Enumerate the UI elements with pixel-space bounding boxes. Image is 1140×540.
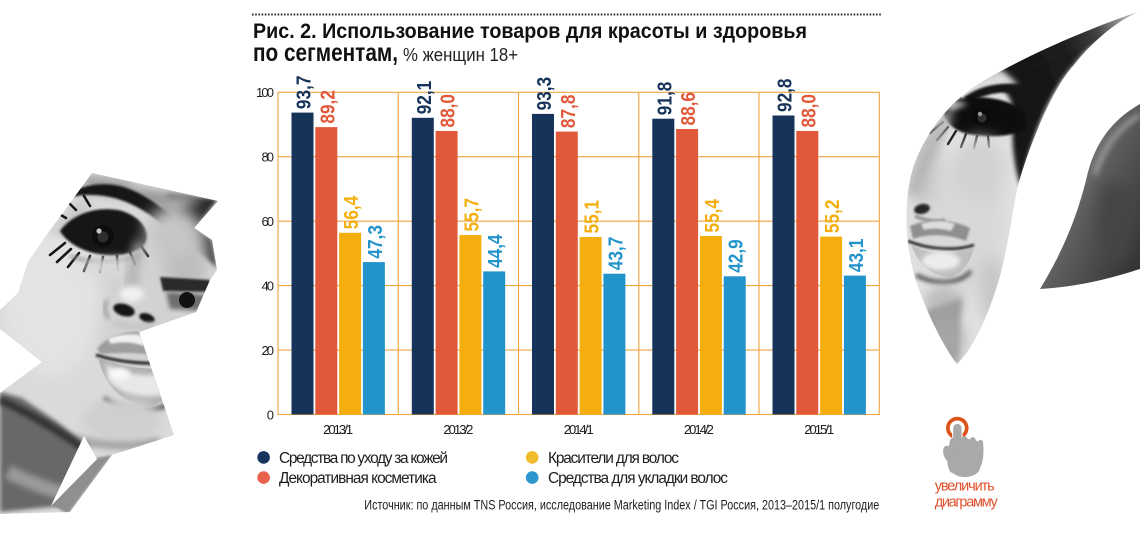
svg-text:88,0: 88,0 (437, 94, 460, 128)
svg-text:20: 20 (262, 343, 275, 358)
svg-text:2015/1: 2015/1 (804, 422, 834, 437)
svg-text:Средства для укладки волос: Средства для укладки волос (548, 470, 728, 487)
svg-text:55,1: 55,1 (581, 200, 604, 234)
svg-text:% женщин 18+: % женщин 18+ (403, 45, 518, 65)
svg-text:89,2: 89,2 (316, 90, 339, 124)
svg-text:88,0: 88,0 (797, 94, 820, 128)
svg-text:Рис. 2. Использование товаров: Рис. 2. Использование товаров для красот… (253, 20, 807, 43)
svg-text:Красители для волос: Красители для волос (548, 450, 679, 467)
svg-text:93,7: 93,7 (293, 76, 316, 110)
svg-text:60: 60 (262, 214, 275, 229)
svg-text:2014/2: 2014/2 (684, 422, 714, 437)
svg-text:Декоративная косметика: Декоративная косметика (279, 470, 437, 487)
svg-text:88,6: 88,6 (677, 92, 700, 126)
svg-text:55,7: 55,7 (460, 198, 483, 232)
svg-text:92,1: 92,1 (413, 81, 436, 115)
svg-text:55,4: 55,4 (701, 199, 724, 233)
svg-text:43,7: 43,7 (604, 237, 627, 271)
svg-text:40: 40 (262, 278, 275, 293)
svg-text:диаграмму: диаграмму (935, 495, 999, 511)
svg-text:Источник: по данным TNS Россия: Источник: по данным TNS Россия, исследов… (364, 498, 879, 514)
svg-text:93,3: 93,3 (533, 77, 556, 111)
svg-text:92,8: 92,8 (774, 79, 797, 113)
svg-text:42,9: 42,9 (725, 239, 748, 273)
svg-text:по сегментам,: по сегментам, (253, 39, 398, 67)
svg-text:56,4: 56,4 (340, 195, 363, 229)
svg-text:0: 0 (267, 407, 274, 422)
svg-text:44,4: 44,4 (484, 234, 507, 268)
svg-text:2014/1: 2014/1 (564, 422, 594, 437)
svg-text:2013/1: 2013/1 (323, 422, 353, 437)
svg-text:100: 100 (256, 85, 274, 100)
svg-text:Средства по уходу за кожей: Средства по уходу за кожей (279, 450, 448, 467)
svg-text:55,2: 55,2 (821, 200, 844, 234)
svg-text:87,8: 87,8 (557, 95, 580, 129)
svg-text:увеличить: увеличить (935, 479, 995, 495)
svg-text:43,1: 43,1 (845, 239, 868, 273)
svg-text:80: 80 (262, 150, 275, 165)
svg-text:47,3: 47,3 (364, 225, 387, 259)
svg-text:2013/2: 2013/2 (443, 422, 473, 437)
svg-text:91,8: 91,8 (653, 82, 676, 116)
